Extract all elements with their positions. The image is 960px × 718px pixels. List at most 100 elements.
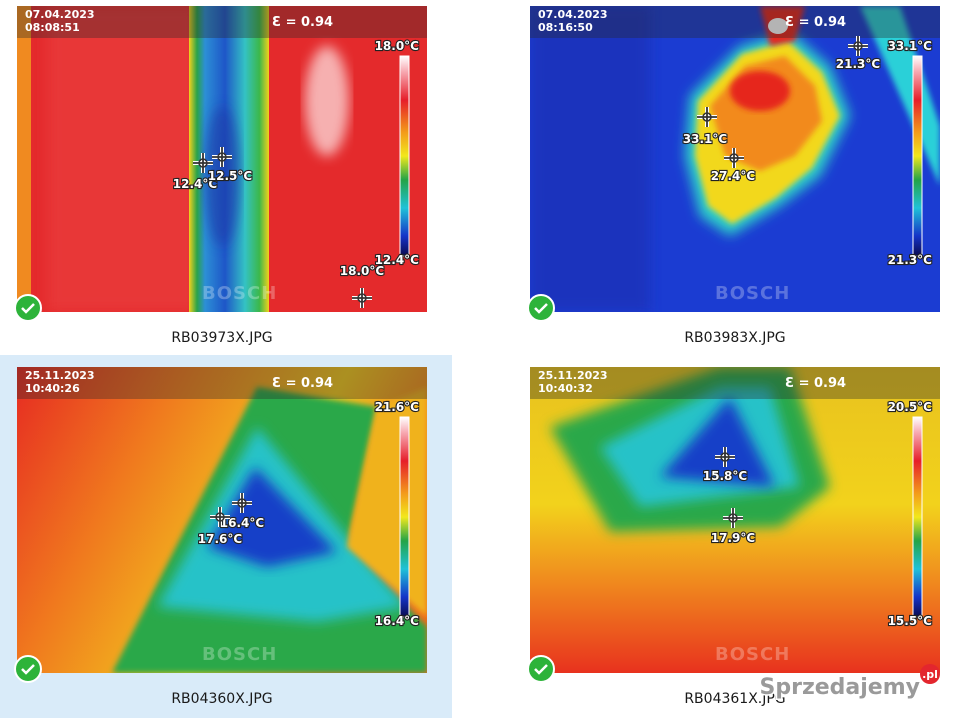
- crosshair-ring: [217, 152, 227, 162]
- crosshair-ring: [198, 158, 208, 168]
- check-icon: [21, 664, 35, 675]
- watermark-badge: [920, 664, 940, 684]
- crosshair: [210, 507, 230, 527]
- marker-label: 18.0°C: [340, 264, 385, 278]
- thermal-area: [730, 71, 790, 111]
- crosshair: [212, 147, 232, 167]
- capture-date: 25.11.2023: [25, 369, 95, 382]
- scale-max: 33.1°C: [888, 39, 933, 53]
- status-circle: [527, 294, 555, 322]
- crosshair: [724, 148, 744, 168]
- emissivity: Ɛ = 0.94: [785, 376, 846, 391]
- thermal-area: [204, 106, 240, 246]
- file-name: RB03973X.JPG: [171, 330, 272, 346]
- crosshair-ring: [853, 41, 863, 51]
- thermal-area: [660, 397, 775, 487]
- palette-bar: [912, 416, 923, 618]
- status-circle: [14, 655, 42, 683]
- marker-label: 33.1°C: [683, 132, 728, 146]
- file-name: RB03983X.JPG: [684, 330, 785, 346]
- crosshair-ring: [702, 112, 712, 122]
- measure-point: [212, 147, 232, 167]
- status-circle: [527, 655, 555, 683]
- marker-label: 17.9°C: [711, 531, 756, 545]
- measure-point: [697, 107, 717, 127]
- capture-time: 10:40:26: [25, 382, 80, 395]
- marker-label: 21.3°C: [836, 57, 881, 71]
- brand-watermark: BOSCH: [715, 283, 790, 304]
- check-icon: [534, 303, 548, 314]
- capture-time: 08:08:51: [25, 21, 80, 34]
- marker-label: 16.4°C: [220, 516, 265, 530]
- header-band: [530, 6, 940, 38]
- capture-time: 10:40:32: [538, 382, 593, 395]
- marker-label: 27.4°C: [711, 169, 756, 183]
- measure-point: [724, 148, 744, 168]
- crosshair: [697, 107, 717, 127]
- measure-point: [723, 508, 743, 528]
- marker-label: 12.5°C: [208, 169, 253, 183]
- scale-max: 21.6°C: [375, 400, 420, 414]
- header-band: [17, 6, 427, 38]
- status-circle: [14, 294, 42, 322]
- crosshair-ring: [720, 452, 730, 462]
- scale-min: 16.4°C: [375, 614, 420, 628]
- sync-status: [527, 655, 555, 683]
- check-icon: [534, 664, 548, 675]
- emissivity: Ɛ = 0.94: [272, 15, 333, 30]
- measure-point: [715, 447, 735, 467]
- crosshair-ring: [729, 153, 739, 163]
- thermal-area: [47, 6, 197, 312]
- check-icon: [21, 303, 35, 314]
- marker-label: 15.8°C: [703, 469, 748, 483]
- crosshair-ring: [357, 293, 367, 303]
- crosshair: [723, 508, 743, 528]
- thermal-area: [207, 467, 337, 567]
- sync-status: [527, 294, 555, 322]
- scale-min: 12.4°C: [375, 253, 420, 267]
- measure-point: [232, 493, 252, 513]
- thermal-area: [305, 46, 349, 156]
- crosshair: [715, 447, 735, 467]
- palette-bar: [399, 416, 410, 618]
- header-band: [17, 367, 427, 399]
- crosshair-ring: [237, 498, 247, 508]
- scale-max: 20.5°C: [888, 400, 933, 414]
- emissivity: Ɛ = 0.94: [785, 15, 846, 30]
- crosshair: [352, 288, 372, 308]
- marker-label: 17.6°C: [198, 532, 243, 546]
- capture-time: 08:16:50: [538, 21, 593, 34]
- crosshair: [193, 153, 213, 173]
- measure-point: [210, 507, 230, 527]
- capture-date: 07.04.2023: [25, 8, 95, 21]
- crosshair: [232, 493, 252, 513]
- crosshair: [848, 36, 868, 56]
- watermark-suffix: .pl: [922, 668, 938, 681]
- brand-watermark: BOSCH: [202, 283, 277, 304]
- measure-point: [352, 288, 372, 308]
- scale-min: 21.3°C: [888, 253, 933, 267]
- emissivity: Ɛ = 0.94: [272, 376, 333, 391]
- file-name: RB04361X.JPG: [684, 691, 785, 707]
- thermal-area: [768, 18, 788, 34]
- sync-status: [14, 655, 42, 683]
- palette-bar: [912, 55, 923, 257]
- measure-point: [848, 36, 868, 56]
- palette-bar: [399, 55, 410, 257]
- brand-watermark: BOSCH: [202, 644, 277, 665]
- watermark: Sprzedajemy: [760, 675, 921, 700]
- scale-min: 15.5°C: [888, 614, 933, 628]
- brand-watermark: BOSCH: [715, 644, 790, 665]
- marker-label: 12.4°C: [173, 177, 218, 191]
- file-name: RB04360X.JPG: [171, 691, 272, 707]
- scale-max: 18.0°C: [375, 39, 420, 53]
- thermal-area: [530, 6, 650, 312]
